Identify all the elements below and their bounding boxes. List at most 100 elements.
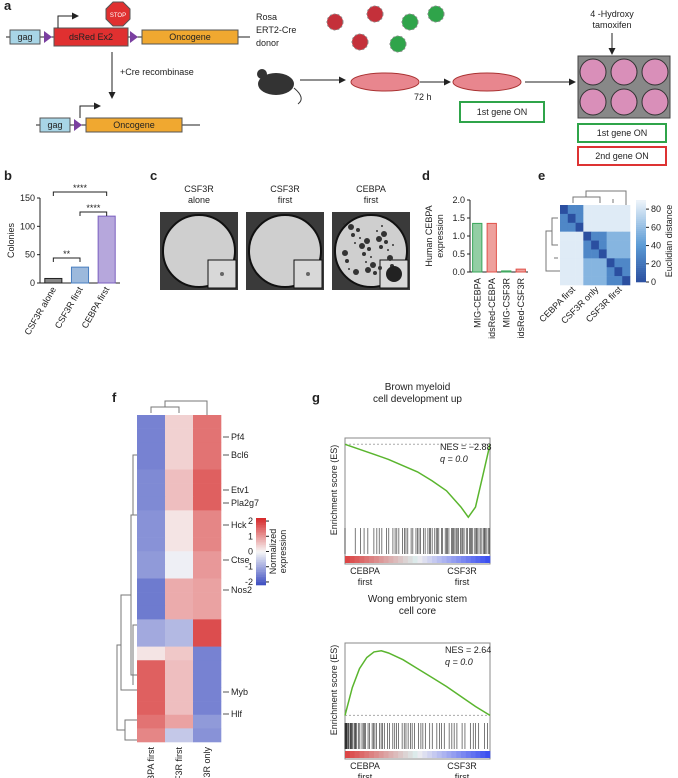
heat-cell: [193, 728, 222, 743]
colony: [306, 272, 310, 276]
colony: [343, 223, 345, 225]
heat-cell: [193, 428, 222, 443]
heat-cell: [591, 249, 600, 259]
rank-strip: [374, 751, 380, 758]
colony: [220, 272, 224, 276]
heat-cell: [591, 258, 600, 268]
plate-label: CSF3R: [184, 184, 214, 194]
colorbar-step: [636, 251, 646, 254]
heat-cell: [137, 415, 166, 429]
rank-strip: [436, 751, 442, 758]
rank-strip: [422, 751, 428, 758]
colony: [356, 228, 360, 232]
heat-cell: [165, 483, 194, 498]
heat-cell: [165, 633, 194, 647]
heat-cell: [591, 213, 600, 224]
label: tamoxifen: [592, 20, 631, 30]
colorbar-label: expression: [278, 530, 288, 574]
colorbar-step: [256, 521, 266, 524]
lox: [130, 31, 138, 43]
heat-cell: [606, 222, 615, 232]
heat-cell: [137, 551, 166, 566]
colorbar-step: [256, 519, 266, 522]
colorbar-step: [636, 277, 646, 281]
colony: [345, 259, 349, 263]
panel-a: gag dsRed Ex2 STOP Oncogene Rosa ERT2-Cr…: [6, 1, 671, 166]
colorbar-step: [636, 265, 646, 268]
colorbar-tick-label: 2: [248, 516, 253, 526]
rank-strip: [403, 556, 409, 563]
colorbar-step: [256, 543, 266, 546]
heat-cell: [193, 442, 222, 457]
colony: [354, 242, 356, 244]
rank-strip: [388, 751, 394, 758]
heat-cell: [165, 605, 194, 620]
colorbar-step: [636, 255, 646, 258]
heat-cell: [165, 469, 194, 484]
colony: [379, 245, 383, 249]
heat-cell: [137, 455, 166, 470]
colony: [348, 224, 354, 230]
heat-cell: [567, 205, 576, 215]
significance: **: [63, 249, 71, 259]
lox: [74, 119, 82, 131]
heat-cell: [598, 222, 607, 232]
heat-cell: [575, 249, 584, 259]
dendrogram: [150, 400, 208, 415]
gene-label: Ctse: [231, 555, 250, 565]
colorbar-tick-label: 1: [248, 531, 253, 541]
bar: [486, 222, 497, 273]
rank-strip: [485, 751, 491, 758]
colorbar-step: [636, 206, 646, 209]
label: 72 h: [414, 92, 432, 102]
colorbar-step: [636, 273, 646, 277]
heat-cell: [575, 267, 584, 277]
colorbar-step: [636, 245, 646, 248]
significance: ****: [73, 183, 88, 193]
heat-cell: [567, 231, 576, 241]
heat-cell: [193, 673, 222, 688]
plot-frame: [344, 437, 491, 565]
colorbar-step: [256, 546, 266, 549]
rank-strip: [354, 556, 360, 563]
colorbar-step: [636, 220, 646, 223]
rank-strip: [470, 751, 476, 758]
heat-cell: [137, 633, 166, 647]
heat-cell: [622, 267, 631, 277]
heat-cell: [193, 660, 222, 675]
x-tick-label: CSF3R alone: [22, 285, 58, 337]
colorbar-step: [256, 561, 266, 564]
gene-label: Pla2g7: [231, 498, 259, 508]
heat-cell: [137, 524, 166, 538]
panel-letter: b: [4, 168, 12, 183]
heat-cell: [165, 537, 194, 552]
colorbar-step: [256, 526, 266, 529]
colony: [362, 252, 366, 256]
plate-label: alone: [188, 195, 210, 205]
colony: [381, 225, 383, 227]
gag-box: [39, 117, 71, 133]
heat-cell: [165, 714, 194, 729]
rank-strip: [461, 556, 467, 563]
colony: [351, 233, 355, 237]
heat-cell: [622, 222, 631, 232]
heat-cell: [591, 205, 600, 215]
colony: [359, 243, 365, 249]
heat-cell: [560, 222, 569, 232]
heat-cell: [193, 415, 222, 429]
x-tick-label: MIG-CEBPA: [472, 278, 482, 328]
x-tick-label: MIG-CSF3R: [501, 277, 511, 327]
heat-cell: [567, 276, 576, 286]
colorbar-step: [636, 202, 646, 205]
rank-strip: [417, 556, 423, 563]
y-label: Enrichment score (ES): [329, 445, 339, 536]
plot-title: cell development up: [373, 394, 462, 405]
heat-cell: [606, 276, 615, 286]
heat-cell: [598, 276, 607, 286]
y-tick-label: 1.5: [452, 213, 465, 223]
rank-strip: [465, 556, 471, 563]
colorbar-step: [636, 243, 646, 246]
heat-cell: [137, 714, 166, 729]
y-tick-label: 0.5: [452, 249, 465, 259]
rank-strip: [374, 556, 380, 563]
